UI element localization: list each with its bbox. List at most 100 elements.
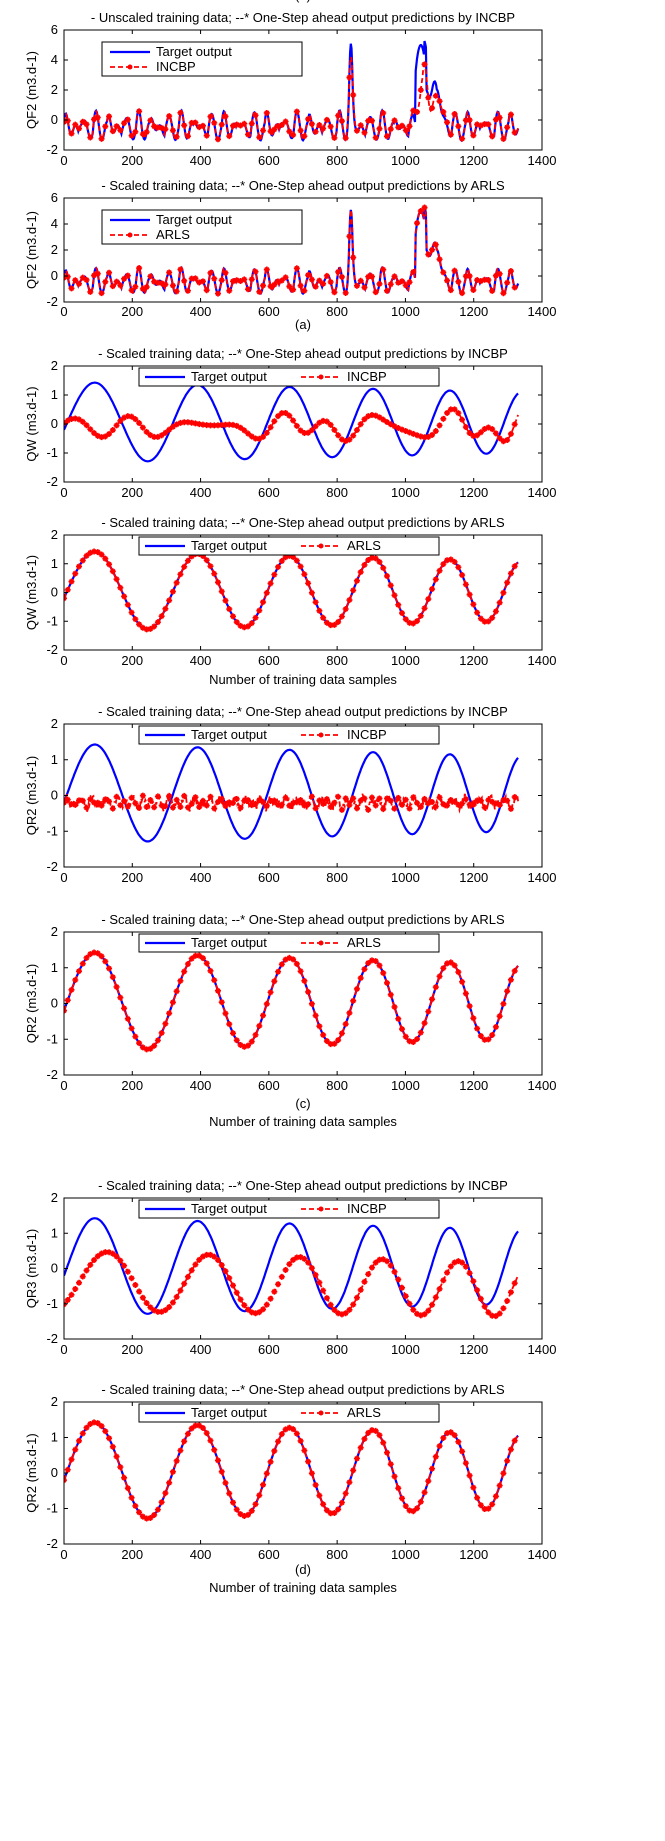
- series-prediction-marker: [361, 966, 368, 973]
- legend-prediction-marker: [318, 374, 324, 380]
- x-tick-label: 1400: [528, 153, 557, 168]
- series-prediction-marker: [245, 797, 252, 804]
- series-prediction-marker: [184, 287, 191, 294]
- series-prediction-marker: [320, 800, 327, 807]
- series-prediction-marker: [477, 429, 484, 436]
- series-prediction-marker: [76, 797, 83, 804]
- series-prediction-marker: [425, 1008, 432, 1015]
- series-prediction-marker: [353, 127, 360, 134]
- series-prediction-marker: [372, 958, 379, 965]
- series-prediction-marker: [489, 614, 496, 621]
- series-prediction-marker: [158, 1499, 165, 1506]
- series-prediction-marker: [162, 126, 169, 133]
- series-prediction-marker: [327, 279, 334, 286]
- y-tick-label: -1: [46, 1296, 58, 1311]
- series-prediction-marker: [158, 1308, 165, 1315]
- series-prediction-marker: [308, 120, 315, 127]
- series-prediction-marker: [218, 795, 225, 802]
- series-prediction-marker: [214, 798, 221, 805]
- series-prediction-marker: [489, 287, 496, 294]
- y-tick-label: 1: [51, 387, 58, 402]
- series-prediction-line: [64, 1421, 519, 1520]
- series-prediction-marker: [106, 965, 113, 972]
- series-prediction-marker: [98, 135, 105, 142]
- series-prediction-marker: [338, 1030, 345, 1037]
- series-prediction-marker: [177, 266, 184, 273]
- series-prediction-marker: [267, 798, 274, 805]
- series-prediction-marker: [91, 799, 98, 806]
- series-prediction-marker: [109, 974, 116, 981]
- series-prediction-marker: [429, 1301, 436, 1308]
- series-prediction-marker: [226, 606, 233, 613]
- series-prediction-marker: [350, 254, 357, 261]
- series-prediction-marker: [432, 803, 439, 810]
- series-prediction-marker: [466, 1270, 473, 1277]
- series-prediction-marker: [507, 1289, 514, 1296]
- series-prediction-marker: [94, 1253, 101, 1260]
- series-prediction-marker: [248, 1507, 255, 1514]
- series-prediction-marker: [470, 132, 477, 139]
- series-prediction-marker: [87, 549, 94, 556]
- series-prediction-marker: [267, 424, 274, 431]
- series-prediction-marker: [444, 557, 451, 564]
- series-prediction-marker: [496, 801, 503, 808]
- series-prediction-marker: [301, 133, 308, 140]
- series-prediction-marker: [143, 1515, 150, 1522]
- series-prediction-marker: [87, 134, 94, 141]
- series-prediction-marker: [368, 117, 375, 124]
- x-tick-label: 800: [326, 485, 348, 500]
- series-prediction-marker: [477, 797, 484, 804]
- series-prediction-marker: [350, 1301, 357, 1308]
- series-prediction-marker: [451, 798, 458, 805]
- series-prediction-marker: [410, 268, 417, 275]
- chart-panel-8: - Scaled training data; --* One-Step ahe…: [24, 1382, 556, 1595]
- series-prediction-marker: [402, 428, 409, 435]
- series-prediction-marker: [184, 1273, 191, 1280]
- series-prediction-marker: [136, 420, 143, 427]
- series-prediction-marker: [474, 121, 481, 128]
- series-prediction-marker: [237, 1041, 244, 1048]
- series-prediction-marker: [421, 795, 428, 802]
- series-prediction-marker: [327, 622, 334, 629]
- series-prediction-marker: [222, 421, 229, 428]
- series-prediction-marker: [214, 422, 221, 429]
- series-prediction-marker: [376, 558, 383, 565]
- series-prediction-marker: [425, 94, 432, 101]
- series-prediction-marker: [68, 415, 75, 422]
- series-prediction-marker: [455, 410, 462, 417]
- series-prediction-marker: [79, 118, 86, 125]
- series-prediction-marker: [132, 1281, 139, 1288]
- x-tick-label: 1400: [528, 653, 557, 668]
- series-prediction-marker: [447, 1429, 454, 1436]
- series-prediction-marker: [173, 288, 180, 295]
- series-prediction-marker: [256, 607, 263, 614]
- series-prediction-marker: [387, 797, 394, 804]
- series-prediction-marker: [335, 1506, 342, 1513]
- series-prediction-marker: [139, 792, 146, 799]
- series-prediction-marker: [312, 1012, 319, 1019]
- series-prediction-marker: [267, 283, 274, 290]
- series-prediction-marker: [207, 1437, 214, 1444]
- series-prediction-marker: [169, 127, 176, 134]
- series-prediction-marker: [338, 806, 345, 813]
- series-prediction-marker: [211, 977, 218, 984]
- series-prediction-marker: [417, 1498, 424, 1505]
- y-tick-label: 0: [51, 585, 58, 600]
- series-prediction-marker: [147, 625, 154, 632]
- series-prediction-marker: [447, 131, 454, 138]
- series-prediction-marker: [290, 800, 297, 807]
- series-prediction-marker: [380, 564, 387, 571]
- series-prediction-marker: [109, 1443, 116, 1450]
- series-prediction-marker: [199, 278, 206, 285]
- series-prediction-marker: [316, 797, 323, 804]
- series-prediction-marker: [72, 1285, 79, 1292]
- series-prediction-marker: [79, 557, 86, 564]
- series-prediction-marker: [365, 1271, 372, 1278]
- series-prediction-marker: [109, 128, 116, 135]
- series-prediction-marker: [421, 1311, 428, 1318]
- series-prediction-marker: [447, 287, 454, 294]
- series-prediction-marker: [143, 129, 150, 136]
- series-prediction-marker: [511, 967, 518, 974]
- series-prediction-marker: [275, 278, 282, 285]
- series-prediction-marker: [500, 589, 507, 596]
